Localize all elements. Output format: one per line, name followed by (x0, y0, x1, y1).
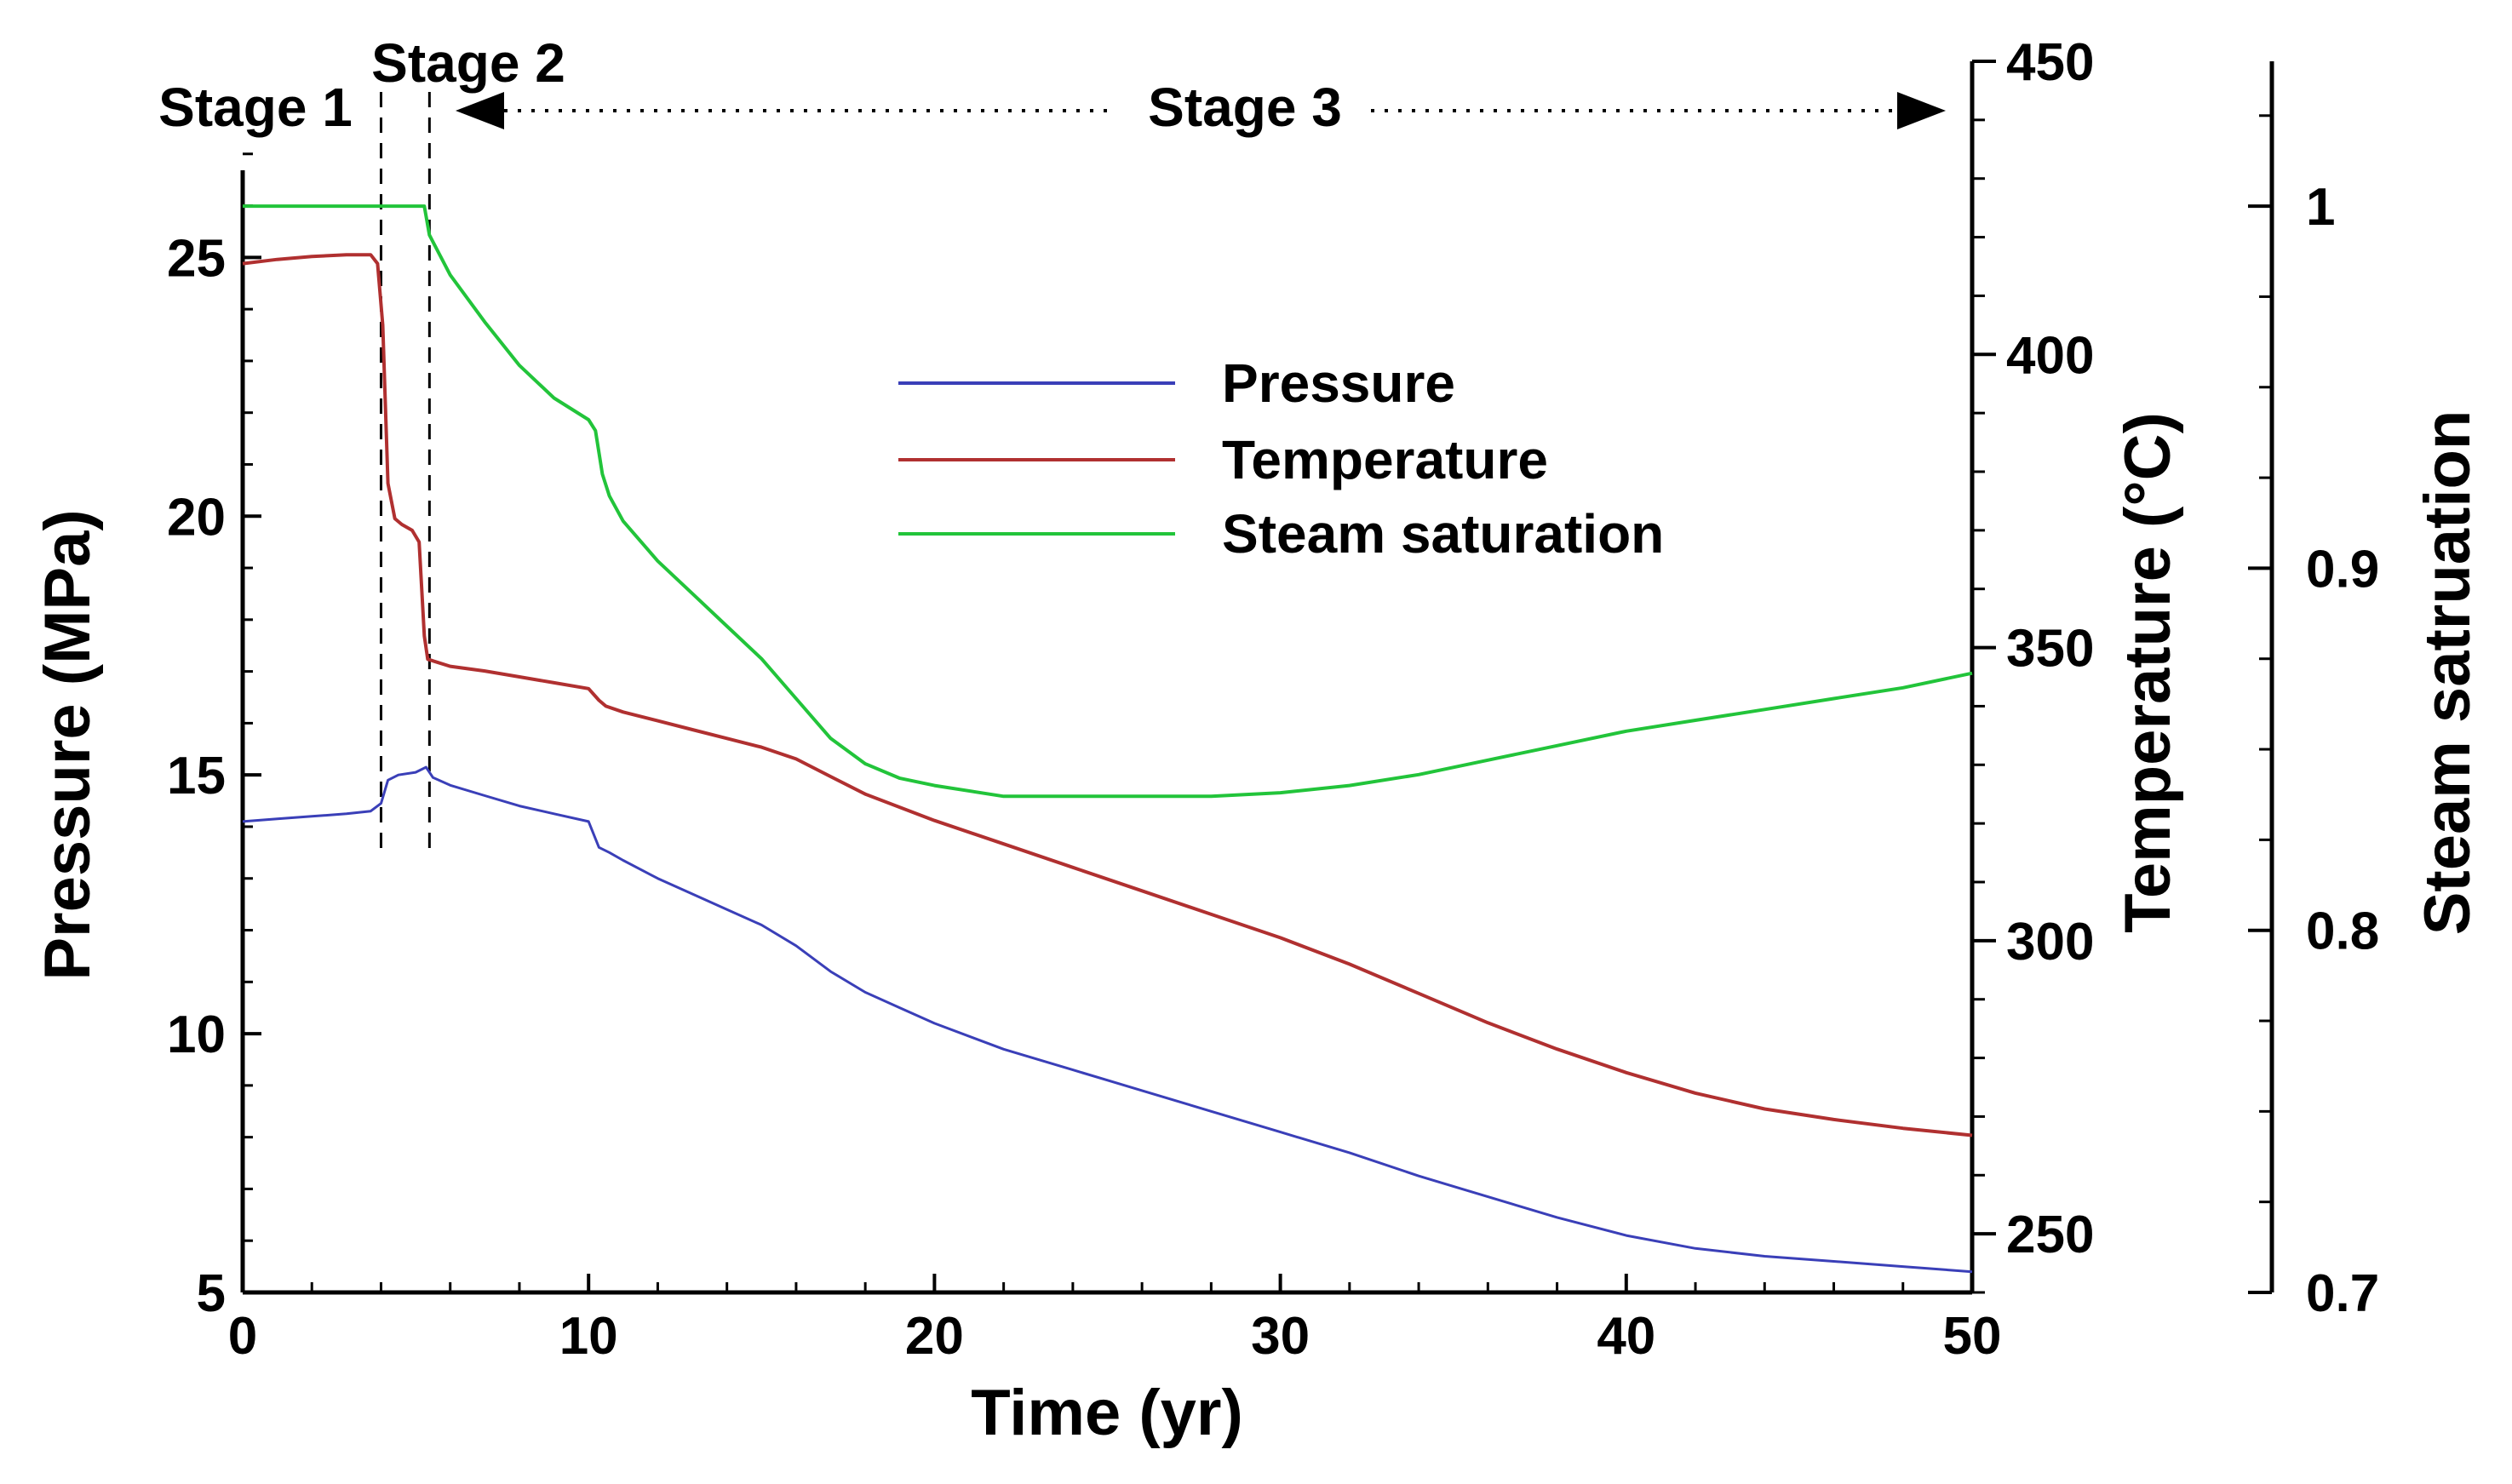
stage3-arrowhead-left (456, 92, 504, 129)
x-tick-label: 10 (559, 1307, 618, 1366)
legend: Pressure Temperature Steam saturation (898, 352, 1664, 564)
pressure-tick-label: 10 (167, 1006, 226, 1064)
saturation-ticks: 0.7 0.8 0.9 1 (2248, 114, 2379, 1323)
stage3-arrowhead-right (1897, 92, 1946, 129)
x-tick-label: 20 (905, 1307, 964, 1366)
stage1-label: Stage 1 (158, 77, 353, 138)
saturation-tick-label: 1 (2306, 178, 2335, 237)
legend-label-temperature: Temperature (1222, 429, 1548, 490)
pressure-tick-label: 20 (167, 488, 226, 547)
axis-frames (240, 61, 2274, 1295)
pressure-tick-label: 25 (167, 229, 226, 288)
pressure-tick-label: 5 (197, 1264, 226, 1323)
saturation-tick-label: 0.7 (2306, 1264, 2379, 1323)
x-tick-label: 50 (1943, 1307, 2002, 1366)
saturation-tick-label: 0.9 (2306, 540, 2379, 599)
series-line-pressure (242, 765, 1973, 1274)
temperature-tick-label: 300 (2006, 913, 2094, 971)
x-tick-label: 30 (1251, 1307, 1310, 1366)
temperature-tick-label: 400 (2006, 326, 2094, 385)
series-group (242, 204, 1973, 1274)
temperature-axis-title: Temperature (°C) (2112, 412, 2184, 933)
series-line-steam-saturation (243, 204, 1973, 799)
temperature-tick-label: 250 (2006, 1206, 2094, 1264)
temperature-ticks: 250 300 350 400 450 (1972, 33, 2094, 1294)
pressure-tick-label: 15 (167, 747, 226, 805)
x-tick-label: 40 (1597, 1307, 1655, 1366)
temperature-tick-label: 350 (2006, 620, 2094, 679)
saturation-axis-title: Steam satruation (2412, 410, 2484, 936)
temperature-tick-label: 450 (2006, 33, 2094, 92)
legend-label-steam-saturation: Steam saturation (1222, 503, 1664, 564)
stage3-arrow (456, 92, 1946, 129)
left-ticks: 5 10 15 20 25 (167, 152, 261, 1323)
x-ticks: 0 10 20 30 40 50 (228, 1274, 2002, 1366)
pressure-axis-title: Pressure (MPa) (32, 509, 104, 980)
x-tick-label: 0 (228, 1307, 257, 1366)
saturation-tick-label: 0.8 (2306, 902, 2379, 961)
x-axis-title: Time (yr) (971, 1377, 1243, 1449)
series-line-temperature (242, 253, 1973, 1137)
stage2-label: Stage 2 (371, 32, 565, 94)
legend-label-pressure: Pressure (1222, 352, 1455, 414)
stage3-label: Stage 3 (1148, 77, 1342, 138)
